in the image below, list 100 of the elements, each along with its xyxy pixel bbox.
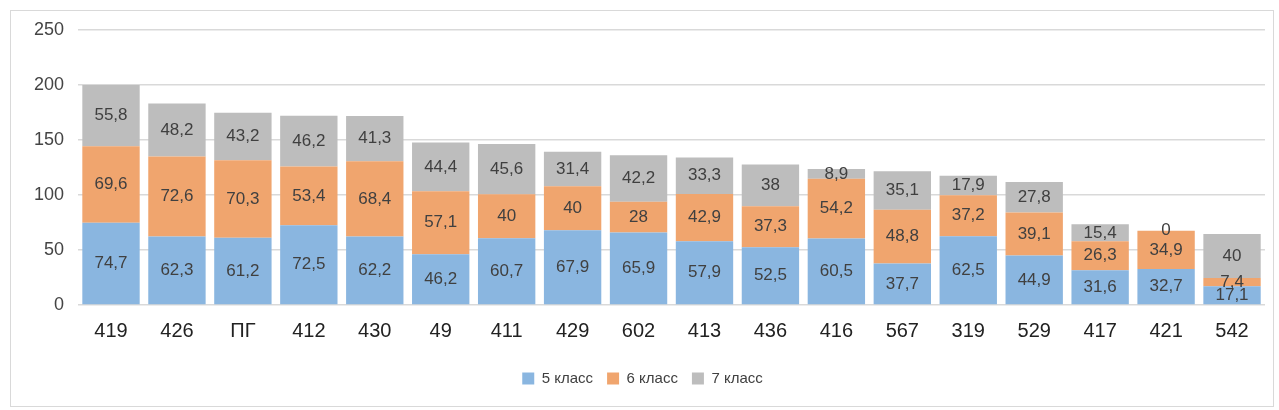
bar bbox=[609, 155, 668, 202]
x-tick-label: 412 bbox=[292, 318, 326, 341]
data-label: 53,4 bbox=[292, 185, 326, 205]
bar bbox=[214, 112, 272, 161]
x-tick-label: 421 bbox=[1149, 318, 1183, 341]
bar bbox=[873, 263, 931, 305]
bar bbox=[873, 209, 931, 264]
bar bbox=[1137, 269, 1195, 305]
data-label: 17,9 bbox=[951, 175, 985, 195]
data-label: 54,2 bbox=[819, 198, 853, 218]
data-label: 34,9 bbox=[1149, 239, 1183, 259]
x-tick-label: 542 bbox=[1215, 318, 1249, 341]
data-label: 44,4 bbox=[424, 156, 458, 176]
data-label: 62,2 bbox=[358, 260, 392, 280]
bar bbox=[412, 142, 470, 192]
data-label: 57,9 bbox=[687, 262, 722, 282]
data-label: 41,3 bbox=[358, 128, 392, 148]
data-label: 28 bbox=[629, 206, 649, 226]
data-label: 55,8 bbox=[94, 105, 128, 125]
data-label: 57,1 bbox=[424, 212, 458, 232]
bar bbox=[543, 230, 602, 305]
data-label: 42,2 bbox=[622, 168, 656, 188]
bar bbox=[609, 232, 668, 305]
bar bbox=[412, 254, 470, 305]
bar bbox=[477, 194, 536, 239]
x-tick-label: 411 bbox=[490, 318, 523, 341]
data-label: 74,7 bbox=[94, 253, 128, 273]
data-label: 62,3 bbox=[160, 260, 194, 280]
data-label: 65,9 bbox=[622, 258, 656, 278]
bar bbox=[280, 115, 338, 167]
data-label: 44,9 bbox=[1017, 269, 1051, 289]
y-tick-label: 50 bbox=[44, 238, 65, 259]
data-label: 42,9 bbox=[687, 207, 722, 227]
bar bbox=[148, 103, 206, 157]
legend-label: 6 класс bbox=[626, 368, 679, 386]
legend-label: 7 класс bbox=[711, 368, 764, 386]
data-label: 27,8 bbox=[1017, 187, 1051, 206]
data-label: 32,7 bbox=[1149, 276, 1183, 296]
bar bbox=[939, 236, 997, 305]
x-tick-label: 429 bbox=[555, 318, 590, 341]
x-tick-label: 416 bbox=[819, 318, 854, 341]
data-label: 31,4 bbox=[556, 158, 590, 178]
y-tick-label: 0 bbox=[54, 293, 65, 314]
data-label: 48,2 bbox=[160, 119, 194, 139]
bar bbox=[609, 201, 668, 233]
bar bbox=[477, 144, 536, 195]
bar bbox=[82, 222, 140, 305]
y-tick-label: 250 bbox=[33, 18, 65, 39]
bar bbox=[873, 171, 931, 210]
bar bbox=[675, 194, 734, 242]
x-tick-label: 602 bbox=[621, 318, 656, 341]
bar bbox=[280, 166, 338, 226]
data-label: 35,1 bbox=[885, 180, 919, 200]
bar bbox=[1005, 255, 1063, 305]
data-label: 15,4 bbox=[1083, 222, 1117, 242]
y-tick-label: 200 bbox=[33, 73, 65, 94]
data-label: 72,6 bbox=[160, 186, 194, 206]
bar bbox=[214, 237, 272, 305]
data-label: 37,7 bbox=[885, 273, 919, 293]
data-label: 67,9 bbox=[556, 256, 590, 276]
data-label: 45,6 bbox=[490, 158, 524, 178]
bar bbox=[741, 206, 800, 248]
data-label: 60,5 bbox=[819, 261, 853, 281]
data-label: 26,3 bbox=[1083, 245, 1117, 265]
bar bbox=[477, 238, 536, 305]
data-label: 52,5 bbox=[753, 265, 787, 285]
y-tick-label: 100 bbox=[33, 183, 65, 204]
data-label: 38 bbox=[760, 175, 780, 195]
x-tick-label: 419 bbox=[94, 318, 128, 341]
data-label: 40 bbox=[1222, 245, 1242, 265]
bar bbox=[214, 160, 272, 238]
y-tick-label: 150 bbox=[33, 128, 65, 149]
bar bbox=[412, 191, 470, 255]
x-tick-label: 567 bbox=[885, 318, 919, 341]
data-label: 72,5 bbox=[292, 254, 326, 274]
data-label: 68,4 bbox=[358, 188, 392, 208]
bar bbox=[1005, 182, 1063, 213]
bar bbox=[1071, 270, 1129, 305]
bar bbox=[346, 236, 404, 305]
bar bbox=[346, 115, 404, 162]
bar bbox=[82, 84, 140, 147]
x-tick-label: 319 bbox=[951, 318, 985, 341]
data-label: 70,3 bbox=[226, 188, 260, 208]
bar bbox=[675, 241, 734, 305]
data-label: 60,7 bbox=[490, 260, 524, 280]
data-label: 61,2 bbox=[226, 260, 260, 280]
data-label: 48,8 bbox=[885, 226, 919, 246]
x-tick-label: 417 bbox=[1083, 318, 1117, 341]
bar bbox=[148, 156, 206, 237]
data-label: 69,6 bbox=[94, 174, 128, 194]
x-tick-label: 529 bbox=[1017, 318, 1051, 341]
bar bbox=[346, 161, 404, 237]
data-label: 40 bbox=[563, 198, 583, 217]
data-label: 62,5 bbox=[951, 259, 985, 279]
data-label: 40 bbox=[497, 205, 517, 225]
bar bbox=[280, 225, 338, 305]
x-tick-label: 426 bbox=[160, 318, 194, 341]
bar bbox=[807, 238, 866, 305]
data-label: 43,2 bbox=[226, 126, 260, 146]
x-tick-label: 49 bbox=[429, 318, 452, 341]
